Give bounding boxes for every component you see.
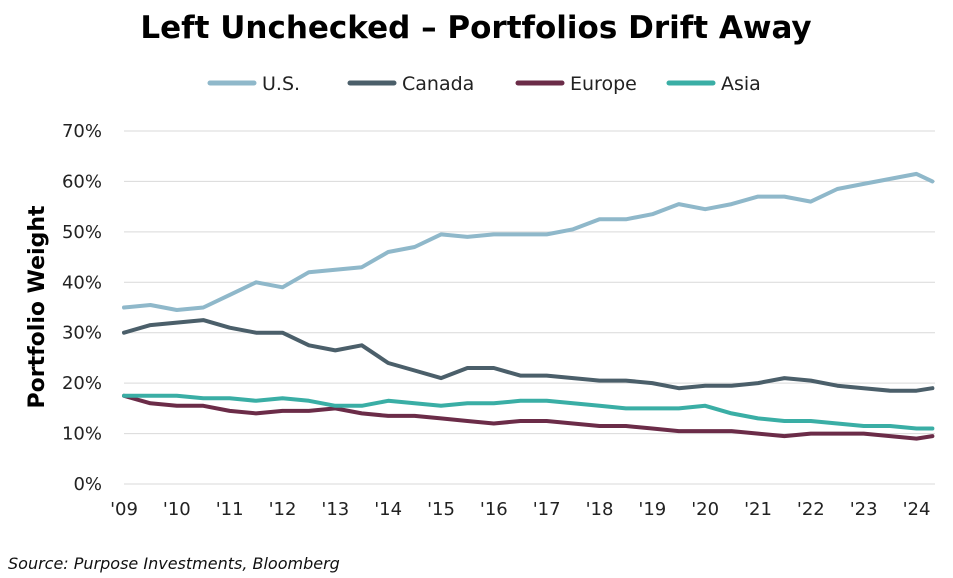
legend-label: Europe bbox=[570, 73, 637, 95]
y-tick-label: 0% bbox=[73, 474, 102, 495]
legend-label: Canada bbox=[402, 73, 474, 95]
series-line-us bbox=[122, 171, 935, 312]
x-tick-label: '23 bbox=[850, 499, 878, 520]
x-tick-label: '20 bbox=[691, 499, 719, 520]
x-tick-label: '12 bbox=[269, 499, 297, 520]
x-tick-label: '18 bbox=[586, 499, 614, 520]
y-tick-label: 10% bbox=[62, 424, 102, 445]
x-tick-label: '16 bbox=[480, 499, 508, 520]
legend: U.S. Canada Europe Asia bbox=[207, 73, 761, 95]
series-line-europe bbox=[122, 393, 935, 441]
series-line-asia bbox=[122, 393, 935, 431]
source-note: Source: Purpose Investments, Bloomberg bbox=[8, 554, 340, 573]
gridlines bbox=[124, 130, 935, 485]
x-tick-label: '22 bbox=[797, 499, 825, 520]
y-axis-ticks: 0% 10% 20% 30% 40% 50% 60% 70% bbox=[62, 121, 102, 495]
legend-label: Asia bbox=[721, 73, 761, 95]
x-tick-label: '14 bbox=[374, 499, 402, 520]
x-tick-label: '10 bbox=[163, 499, 191, 520]
x-tick-label: '19 bbox=[638, 499, 666, 520]
x-tick-label: '15 bbox=[427, 499, 455, 520]
y-tick-label: 30% bbox=[62, 323, 102, 344]
x-tick-label: '09 bbox=[110, 499, 138, 520]
y-tick-label: 50% bbox=[62, 222, 102, 243]
y-tick-label: 70% bbox=[62, 121, 102, 142]
x-tick-label: '11 bbox=[216, 499, 244, 520]
y-tick-label: 60% bbox=[62, 171, 102, 192]
series-lines bbox=[122, 171, 935, 441]
series-line-canada bbox=[122, 318, 935, 393]
x-tick-label: '21 bbox=[744, 499, 772, 520]
x-tick-label: '17 bbox=[533, 499, 561, 520]
y-tick-label: 20% bbox=[62, 373, 102, 394]
legend-item: U.S. bbox=[207, 73, 300, 95]
legend-item: Asia bbox=[666, 73, 761, 95]
y-axis-label: Portfolio Weight bbox=[25, 205, 50, 409]
chart-title: Left Unchecked – Portfolios Drift Away bbox=[140, 10, 811, 46]
x-tick-label: '24 bbox=[903, 499, 931, 520]
legend-item: Europe bbox=[515, 73, 637, 95]
x-axis-ticks: '09 '10 '11 '12 '13 '14 '15 '16 '17 '18 '19 '20 '21 '… bbox=[110, 499, 930, 520]
legend-label: U.S. bbox=[262, 73, 300, 95]
y-tick-label: 40% bbox=[62, 272, 102, 293]
x-tick-label: '13 bbox=[321, 499, 349, 520]
legend-item: Canada bbox=[347, 73, 474, 95]
